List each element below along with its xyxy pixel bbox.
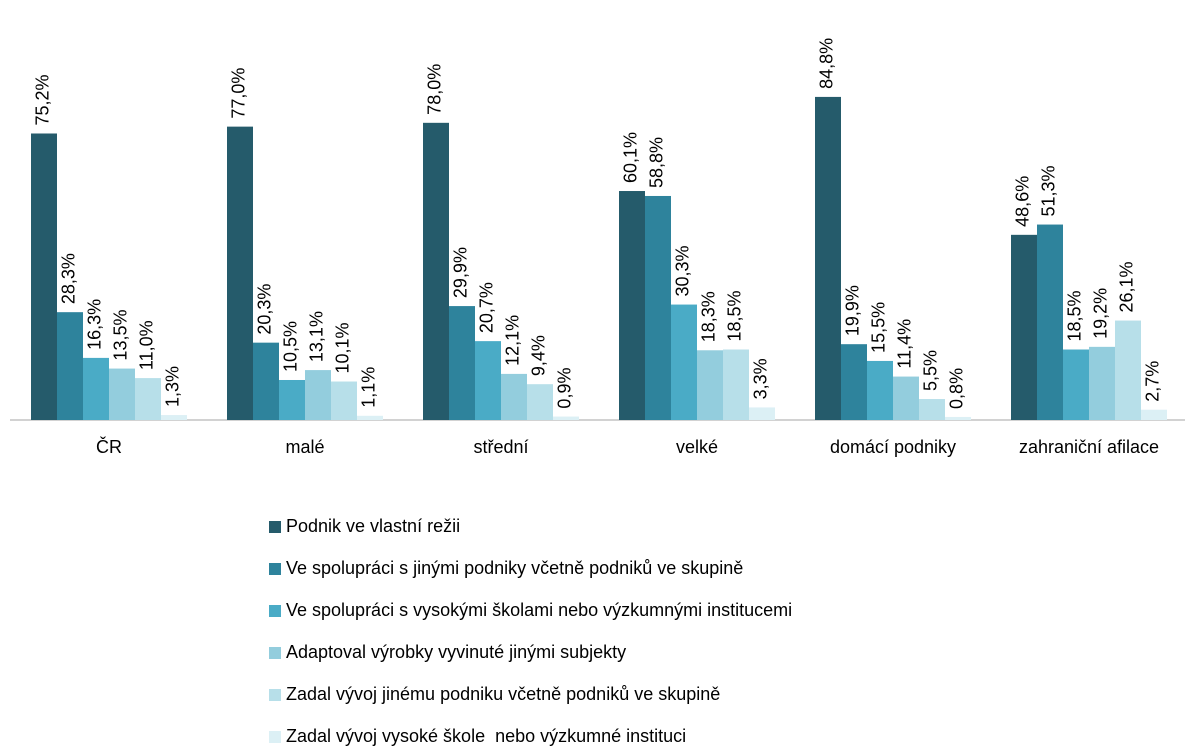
data-label: 11,0% bbox=[137, 320, 157, 370]
data-label: 20,3% bbox=[255, 284, 275, 335]
bar bbox=[449, 306, 475, 420]
bar bbox=[423, 122, 449, 420]
data-label: 10,5% bbox=[281, 321, 301, 372]
data-label: 1,3% bbox=[163, 366, 183, 407]
legend-swatch bbox=[269, 689, 281, 701]
legend-swatch bbox=[269, 563, 281, 575]
x-tick-label: ČR bbox=[96, 436, 122, 457]
bar bbox=[109, 368, 135, 420]
bar bbox=[553, 416, 579, 420]
legend-swatch bbox=[269, 521, 281, 533]
bar bbox=[57, 312, 83, 420]
bar bbox=[331, 381, 357, 420]
bar bbox=[893, 376, 919, 420]
bar bbox=[1141, 409, 1167, 420]
bar bbox=[31, 133, 57, 420]
data-label: 28,3% bbox=[59, 253, 79, 304]
data-label: 58,8% bbox=[647, 137, 667, 188]
bar bbox=[227, 126, 253, 420]
bar bbox=[671, 304, 697, 420]
bar bbox=[1011, 234, 1037, 420]
data-label: 9,4% bbox=[529, 335, 549, 376]
x-tick-label: domácí podniky bbox=[830, 437, 956, 457]
legend-label: Zadal vývoj vysoké škole nebo výzkumné i… bbox=[286, 726, 686, 746]
data-label: 15,5% bbox=[869, 302, 889, 353]
bar bbox=[279, 379, 305, 420]
bar bbox=[475, 341, 501, 420]
legend-swatch bbox=[269, 647, 281, 659]
data-label: 48,6% bbox=[1013, 176, 1033, 227]
bar bbox=[645, 195, 671, 420]
data-label: 1,1% bbox=[359, 367, 379, 408]
legend-label: Ve spolupráci s vysokými školami nebo vý… bbox=[286, 600, 792, 620]
bar bbox=[945, 416, 971, 420]
data-label: 16,3% bbox=[85, 299, 105, 350]
bar bbox=[305, 370, 331, 420]
bar bbox=[1063, 349, 1089, 420]
bar bbox=[919, 399, 945, 420]
data-label: 19,2% bbox=[1091, 288, 1111, 339]
bar bbox=[83, 357, 109, 420]
data-label: 18,3% bbox=[699, 291, 719, 342]
data-label: 30,3% bbox=[673, 246, 693, 297]
data-label: 10,1% bbox=[333, 322, 353, 373]
legend-label: Zadal vývoj jinému podniku včetně podnik… bbox=[286, 684, 720, 704]
data-label: 12,1% bbox=[503, 315, 523, 366]
bar bbox=[723, 349, 749, 420]
data-label: 78,0% bbox=[425, 64, 445, 115]
bar bbox=[1037, 224, 1063, 420]
data-label: 26,1% bbox=[1117, 262, 1137, 313]
data-label: 77,0% bbox=[229, 68, 249, 119]
bar bbox=[253, 342, 279, 420]
bar bbox=[161, 415, 187, 420]
data-label: 75,2% bbox=[33, 74, 53, 125]
bar bbox=[749, 407, 775, 420]
bar bbox=[697, 350, 723, 420]
data-label: 20,7% bbox=[477, 282, 497, 333]
legend-swatch bbox=[269, 731, 281, 743]
bar bbox=[501, 373, 527, 420]
legend-label: Podnik ve vlastní režii bbox=[286, 516, 460, 536]
legend-label: Adaptoval výrobky vyvinuté jinými subjek… bbox=[286, 642, 626, 662]
data-label: 5,5% bbox=[921, 350, 941, 391]
x-tick-label: velké bbox=[676, 437, 718, 457]
data-label: 60,1% bbox=[621, 132, 641, 183]
bar bbox=[841, 344, 867, 420]
data-label: 0,8% bbox=[947, 368, 967, 409]
bar bbox=[1089, 346, 1115, 420]
bar bbox=[867, 360, 893, 420]
data-label: 13,1% bbox=[307, 311, 327, 362]
data-label: 18,5% bbox=[725, 290, 745, 341]
legend-label: Ve spolupráci s jinými podniky včetně po… bbox=[286, 558, 743, 578]
data-label: 2,7% bbox=[1143, 361, 1163, 402]
bar bbox=[357, 415, 383, 420]
bar bbox=[815, 96, 841, 421]
data-label: 13,5% bbox=[111, 310, 131, 361]
data-label: 0,9% bbox=[555, 368, 575, 409]
data-label: 19,9% bbox=[843, 285, 863, 336]
data-label: 84,8% bbox=[817, 38, 837, 89]
data-label: 51,3% bbox=[1039, 166, 1059, 217]
data-label: 3,3% bbox=[751, 358, 771, 399]
x-tick-label: střední bbox=[473, 437, 528, 457]
bar bbox=[135, 378, 161, 420]
data-label: 29,9% bbox=[451, 247, 471, 298]
x-tick-label: zahraniční afilace bbox=[1019, 437, 1159, 457]
data-label: 11,4% bbox=[895, 319, 915, 369]
bar bbox=[619, 191, 645, 420]
x-tick-label: malé bbox=[285, 437, 324, 457]
data-label: 18,5% bbox=[1065, 290, 1085, 341]
bar bbox=[527, 384, 553, 420]
legend-swatch bbox=[269, 605, 281, 617]
bar bbox=[1115, 320, 1141, 420]
